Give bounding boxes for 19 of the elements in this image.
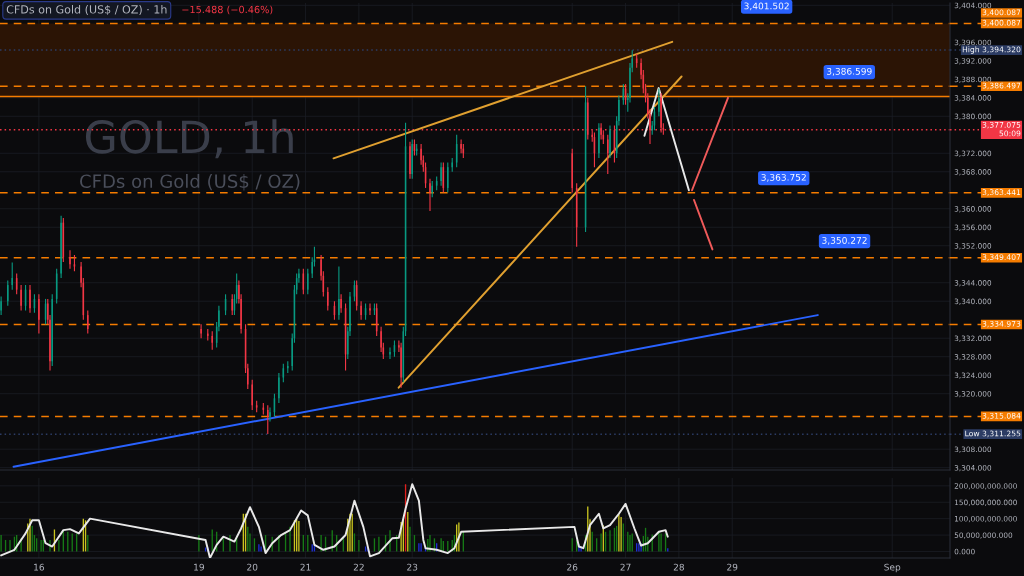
annotation: 3,363.752: [761, 173, 806, 182]
annotation: 3,350.272: [822, 236, 867, 245]
x-tick-label: 21: [300, 563, 311, 571]
chart-title: CFDs on Gold (US$ / OZ) · 1h: [6, 4, 167, 16]
x-tick-label: 20: [247, 563, 258, 571]
x-tick-label: 23: [407, 563, 418, 571]
x-tick-label: 29: [727, 563, 738, 571]
annotation: 3,386.599: [827, 67, 872, 76]
annotation: GOLD, 1h: [85, 119, 293, 159]
x-tick-label: 26: [567, 563, 578, 571]
x-tick-label: 28: [673, 563, 685, 571]
annotation: −15.488 (−0.46%): [182, 5, 273, 15]
x-tick-label: 19: [194, 563, 204, 571]
x-tick-label: 27: [620, 563, 631, 571]
x-tick-label: 22: [353, 563, 364, 571]
x-tick-label: 16: [34, 563, 45, 571]
annotation: CFDs on Gold (US$ / OZ): [80, 174, 300, 191]
annotation: 3,401.502: [744, 2, 789, 11]
x-tick-label: Sep: [884, 563, 901, 573]
